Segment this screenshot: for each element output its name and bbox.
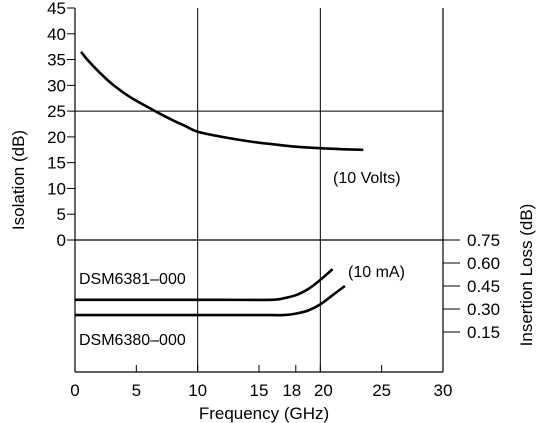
label-dsm6380: DSM6380–000 xyxy=(79,332,186,349)
label-dsm6381: DSM6381–000 xyxy=(79,271,186,288)
grid-layer xyxy=(74,8,444,373)
x-tick-label: 25 xyxy=(372,381,391,400)
left-tick-label: 35 xyxy=(47,51,66,70)
left-tick-label: 45 xyxy=(47,0,66,18)
left-tick-label: 20 xyxy=(47,128,66,147)
right-tick-label: 0.75 xyxy=(467,231,500,250)
y-axis-right-label: Insertion Loss (dB) xyxy=(517,204,536,347)
annotation-10-ma: (10 mA) xyxy=(348,264,405,281)
x-tick-label: 18 xyxy=(282,381,301,400)
labels-layer: 0 5 10 15 20 25 30 35 40 45 0.75 0.60 0.45 0.30 0.15 0 5… xyxy=(47,0,500,400)
right-tick-label: 0.45 xyxy=(467,277,500,296)
y-axis-left-label: Isolation (dB) xyxy=(9,130,28,230)
series-line-3 xyxy=(75,284,346,317)
left-tick-label: 25 xyxy=(47,102,66,121)
left-tick-label: 10 xyxy=(47,179,66,198)
annotation-10-volts: (10 Volts) xyxy=(333,170,401,187)
x-tick-label: 30 xyxy=(434,381,453,400)
left-tick-label: 15 xyxy=(47,154,66,173)
series-line-1 xyxy=(80,50,364,152)
series-line-2 xyxy=(74,268,334,302)
left-tick-label: 40 xyxy=(47,25,66,44)
left-tick-label: 0 xyxy=(57,231,66,250)
x-tick-label: 10 xyxy=(188,381,207,400)
series-layer xyxy=(74,50,364,317)
ticks-layer xyxy=(67,7,460,372)
x-axis-label: Frequency (GHz) xyxy=(199,404,329,423)
left-tick-label: 30 xyxy=(47,76,66,95)
right-tick-label: 0.30 xyxy=(467,300,500,319)
right-tick-label: 0.15 xyxy=(467,323,500,342)
right-tick-label: 0.60 xyxy=(467,254,500,273)
x-tick-label: 15 xyxy=(250,381,269,400)
x-tick-label: 0 xyxy=(70,381,79,400)
x-tick-label: 5 xyxy=(132,381,141,400)
left-tick-label: 5 xyxy=(57,205,66,224)
x-tick-label: 20 xyxy=(314,381,333,400)
